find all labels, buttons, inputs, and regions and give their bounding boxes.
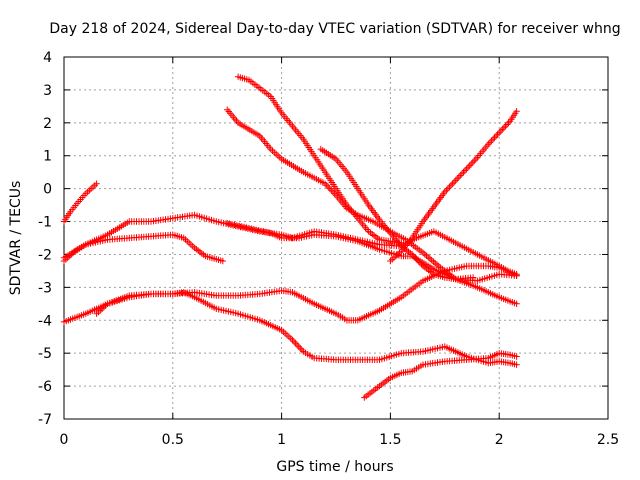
x-tick-label: 0 [60, 432, 69, 448]
y-tick-label: 4 [43, 50, 52, 66]
axis-ticks [63, 56, 609, 420]
y-tick-label: -5 [38, 346, 52, 362]
y-tick-label: -2 [38, 247, 52, 263]
series-track-11 [361, 350, 520, 401]
y-tick-label: -1 [38, 215, 52, 231]
series-track-8 [234, 73, 405, 247]
x-tick-label: 1.5 [379, 432, 401, 448]
y-tick-label: -4 [38, 313, 52, 329]
y-axis-label: SDTVAR / TECUs [8, 181, 24, 296]
series-track-7 [224, 106, 520, 284]
data-series [60, 73, 520, 401]
y-tick-label: 0 [43, 182, 52, 198]
x-tick-label: 2 [495, 432, 504, 448]
series-markers [224, 106, 520, 284]
x-axis-label: GPS time / hours [276, 459, 393, 475]
series-markers [361, 350, 520, 401]
plot-frame [63, 56, 609, 420]
series-markers [234, 73, 405, 247]
chart-title: Day 218 of 2024, Sidereal Day-to-day VTE… [49, 21, 620, 37]
series-markers [317, 145, 477, 283]
tick-labels: 0 0.5 1 1.5 2 2.5 -7 -6 -5 -4 -3 -2 -1 0 1 2 3 4 [38, 50, 619, 448]
series-track-1 [60, 180, 100, 225]
x-tick-label: 0.5 [162, 432, 184, 448]
series-track-4 [60, 262, 520, 326]
series-markers [60, 231, 226, 265]
y-tick-label: -3 [38, 280, 52, 296]
y-tick-label: 2 [43, 116, 52, 132]
series-track-5 [93, 289, 520, 368]
series-markers [93, 289, 520, 368]
series-track-10 [387, 108, 520, 265]
x-tick-label: 2.5 [597, 432, 619, 448]
series-markers [60, 180, 100, 225]
series-track-9 [317, 145, 477, 283]
y-tick-label: 3 [43, 83, 52, 99]
y-tick-label: -7 [38, 412, 52, 428]
series-markers [60, 262, 520, 326]
y-tick-label: -6 [38, 379, 52, 395]
series-track-3 [60, 231, 226, 265]
series-markers [387, 108, 520, 265]
x-tick-label: 1 [277, 432, 286, 448]
y-tick-label: 1 [43, 149, 52, 165]
